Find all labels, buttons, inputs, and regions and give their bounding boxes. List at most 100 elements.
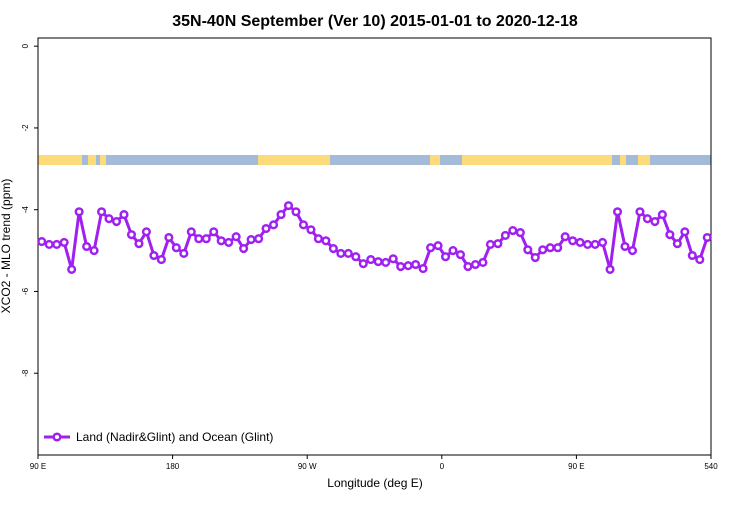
land-band bbox=[38, 155, 82, 165]
data-point bbox=[179, 248, 189, 258]
data-point bbox=[306, 225, 316, 235]
x-axis-label: Longitude (deg E) bbox=[327, 476, 422, 490]
data-point bbox=[463, 261, 473, 272]
data-point bbox=[261, 223, 271, 234]
legend-label: Land (Nadir&Glint) and Ocean (Glint) bbox=[76, 430, 273, 444]
data-point bbox=[448, 246, 458, 256]
x-tick-label: 90 E bbox=[568, 462, 584, 471]
data-point bbox=[246, 235, 256, 245]
data-point bbox=[343, 248, 353, 258]
data-point bbox=[44, 239, 54, 250]
data-point bbox=[695, 255, 705, 265]
land-band bbox=[638, 155, 650, 165]
land-ocean-strip bbox=[38, 155, 711, 165]
data-point bbox=[216, 236, 226, 246]
data-point bbox=[426, 243, 436, 253]
data-point bbox=[201, 234, 211, 244]
data-point bbox=[523, 245, 533, 255]
data-point bbox=[560, 232, 570, 242]
data-point bbox=[134, 239, 144, 249]
legend-swatch-marker bbox=[52, 432, 62, 442]
data-point bbox=[642, 214, 652, 224]
data-point bbox=[171, 243, 181, 253]
data-point bbox=[418, 264, 428, 274]
data-point bbox=[186, 227, 196, 237]
data-point bbox=[351, 252, 361, 262]
data-point bbox=[358, 259, 368, 269]
data-point bbox=[500, 230, 510, 241]
plot-frame bbox=[37, 37, 712, 456]
land-band bbox=[620, 155, 626, 165]
x-tick-label: 180 bbox=[166, 462, 180, 471]
data-point bbox=[598, 237, 608, 247]
data-point bbox=[52, 239, 62, 250]
data-point bbox=[620, 241, 630, 252]
data-point bbox=[291, 207, 301, 217]
data-point bbox=[538, 245, 548, 255]
data-point bbox=[627, 246, 638, 256]
data-point bbox=[665, 230, 675, 240]
data-point bbox=[254, 234, 264, 244]
land-band bbox=[88, 155, 96, 165]
data-point bbox=[553, 243, 563, 253]
data-point bbox=[89, 246, 99, 256]
data-point bbox=[672, 239, 682, 249]
data-point bbox=[657, 210, 667, 220]
data-point bbox=[702, 232, 712, 243]
data-point bbox=[283, 201, 294, 211]
y-tick-label: -6 bbox=[21, 287, 30, 295]
data-point bbox=[388, 254, 398, 264]
data-point bbox=[37, 237, 47, 247]
data-point bbox=[269, 220, 279, 230]
data-point bbox=[515, 228, 525, 238]
x-tick-label: 90 E bbox=[30, 462, 46, 471]
data-point bbox=[545, 243, 555, 253]
data-point bbox=[336, 248, 346, 258]
data-point bbox=[231, 232, 241, 242]
data-point bbox=[508, 226, 518, 236]
data-point bbox=[590, 239, 600, 250]
data-point bbox=[455, 250, 466, 260]
land-band bbox=[430, 155, 440, 165]
data-point bbox=[635, 207, 645, 217]
y-tick-label: -4 bbox=[21, 206, 30, 214]
chart-title: 35N-40N September (Ver 10) 2015-01-01 to… bbox=[172, 13, 578, 30]
data-point bbox=[119, 210, 129, 220]
ocean-band bbox=[38, 155, 711, 165]
data-point bbox=[493, 239, 503, 249]
data-point bbox=[104, 214, 114, 224]
data-point bbox=[575, 237, 585, 247]
data-point bbox=[530, 252, 540, 263]
data-point bbox=[411, 259, 421, 270]
data-point bbox=[440, 252, 451, 262]
data-point bbox=[612, 207, 623, 217]
x-tick-label: 0 bbox=[440, 462, 445, 471]
data-point bbox=[433, 241, 443, 251]
data-point bbox=[381, 257, 391, 267]
x-tick-label: 90 W bbox=[298, 462, 317, 471]
data-point bbox=[141, 227, 151, 237]
data-point bbox=[485, 239, 495, 250]
y-tick-label: -2 bbox=[21, 124, 30, 132]
data-point bbox=[321, 236, 331, 246]
data-point bbox=[605, 264, 615, 274]
data-point bbox=[82, 241, 92, 252]
data-point bbox=[373, 257, 383, 267]
data-point bbox=[583, 239, 593, 250]
x-tick-label: 540 bbox=[704, 462, 718, 471]
data-point bbox=[366, 255, 376, 265]
data-point bbox=[478, 257, 488, 267]
data-point bbox=[59, 237, 69, 247]
land-band bbox=[258, 155, 330, 165]
data-point bbox=[111, 217, 122, 227]
land-band bbox=[462, 155, 612, 165]
data-point bbox=[239, 243, 249, 254]
data-point bbox=[164, 232, 174, 243]
data-point bbox=[74, 207, 84, 217]
data-point bbox=[194, 234, 204, 244]
data-point bbox=[97, 207, 107, 217]
data-point bbox=[67, 264, 77, 274]
data-point bbox=[396, 261, 406, 272]
